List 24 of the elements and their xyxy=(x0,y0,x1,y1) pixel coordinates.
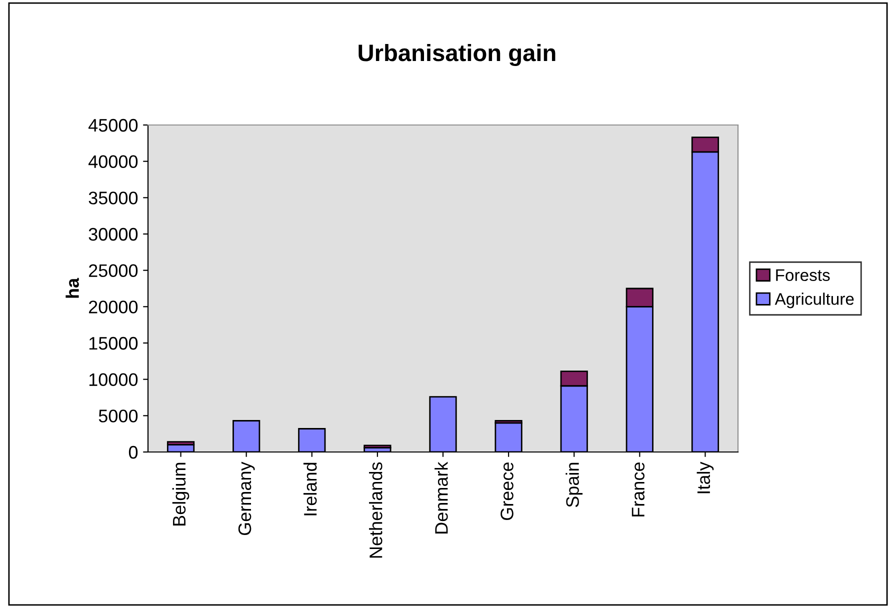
y-tick-label: 15000 xyxy=(89,336,138,350)
x-tick-label: Denmark xyxy=(434,462,448,534)
y-tick-label: 20000 xyxy=(88,300,138,314)
y-tick-label: 35000 xyxy=(88,192,138,204)
legend-label: Forests xyxy=(776,269,830,282)
y-tick-label: 45000 xyxy=(88,118,138,132)
legend-label: Agriculture xyxy=(774,292,854,308)
chart-title: Urbanisation gain xyxy=(358,44,556,66)
x-tick-label: France xyxy=(632,462,645,516)
y-tick-label: 0 xyxy=(128,446,138,459)
x-tick-label: Spain xyxy=(566,462,583,508)
x-tick-label: Germany xyxy=(238,462,255,536)
y-tick-label: 30000 xyxy=(88,228,138,241)
x-tick-label: Italy xyxy=(696,462,714,494)
y-tick-label: 10000 xyxy=(89,373,138,386)
x-tick-label: Belgium xyxy=(172,462,190,526)
y-axis-title: ha xyxy=(66,278,79,298)
y-tick-label: 40000 xyxy=(88,155,138,168)
bar xyxy=(364,444,392,448)
y-tick-label: 25000 xyxy=(88,264,138,278)
y-tick-label: 5000 xyxy=(98,410,138,422)
x-tick-label: Netherlands xyxy=(369,462,382,558)
x-tick-label: Greece xyxy=(500,462,514,520)
x-tick-label: Ireland xyxy=(303,462,317,516)
